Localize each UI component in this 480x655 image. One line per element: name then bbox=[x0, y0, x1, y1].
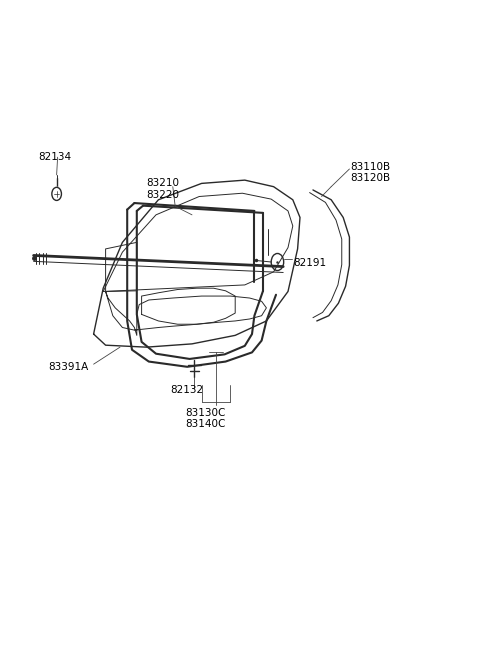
Text: 83140C: 83140C bbox=[185, 419, 225, 429]
Text: 83220: 83220 bbox=[146, 189, 180, 200]
Text: 83110B: 83110B bbox=[350, 162, 391, 172]
Circle shape bbox=[52, 187, 61, 200]
Text: 83130C: 83130C bbox=[185, 407, 225, 418]
Text: 83391A: 83391A bbox=[48, 362, 88, 372]
Text: 82132: 82132 bbox=[170, 385, 204, 396]
Text: 83120B: 83120B bbox=[350, 173, 391, 183]
Text: 83210: 83210 bbox=[146, 178, 180, 189]
Text: 82134: 82134 bbox=[38, 152, 72, 162]
Text: 82191: 82191 bbox=[293, 258, 326, 269]
